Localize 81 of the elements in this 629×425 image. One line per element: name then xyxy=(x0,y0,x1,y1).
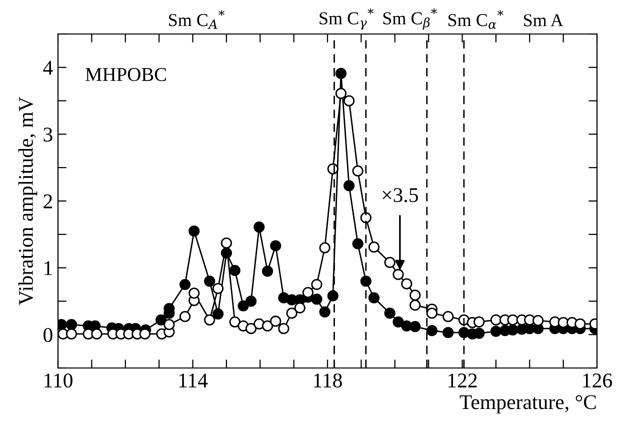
point xyxy=(319,242,330,254)
y-tick-label: 3 xyxy=(44,128,52,142)
x-tick-label: 122 xyxy=(448,374,477,388)
point xyxy=(179,278,191,290)
point xyxy=(344,95,355,106)
point xyxy=(204,314,216,326)
point xyxy=(238,300,249,312)
point xyxy=(91,328,102,340)
point xyxy=(368,292,380,304)
point xyxy=(410,300,421,311)
y-tick-label: 1 xyxy=(44,261,52,276)
point xyxy=(442,311,454,322)
point xyxy=(270,240,282,252)
point xyxy=(66,328,78,340)
x-tick-label: 114 xyxy=(179,374,208,388)
point xyxy=(352,238,364,250)
point xyxy=(442,327,454,338)
point xyxy=(262,320,274,332)
point xyxy=(426,325,438,336)
x-tick-label: 110 xyxy=(44,373,72,388)
point xyxy=(286,308,298,319)
point xyxy=(229,264,240,276)
point xyxy=(270,316,282,327)
point xyxy=(384,308,396,319)
point xyxy=(335,88,347,100)
point xyxy=(558,317,569,328)
point xyxy=(254,221,265,233)
point xyxy=(410,321,421,332)
text: Sm C$_{α}$$^{*}$ xyxy=(448,10,504,29)
point xyxy=(490,326,502,337)
point xyxy=(156,314,167,326)
point xyxy=(401,278,412,290)
point xyxy=(188,288,200,299)
point xyxy=(574,318,586,330)
point xyxy=(311,278,322,290)
point xyxy=(164,319,175,330)
point xyxy=(262,266,274,277)
point xyxy=(392,316,404,328)
y-tick-label: 4 xyxy=(43,60,53,75)
point xyxy=(507,314,518,326)
text: Sm C$_{A}$$^{*}$ xyxy=(169,10,224,29)
y-tick-label: 2 xyxy=(44,194,52,208)
point xyxy=(410,290,421,301)
point xyxy=(212,282,224,294)
point xyxy=(179,311,191,322)
point xyxy=(384,256,396,268)
annotation: ×3.5 xyxy=(382,188,418,202)
point xyxy=(220,238,232,249)
point xyxy=(66,319,78,330)
point xyxy=(352,165,364,176)
point xyxy=(490,314,502,326)
x-axis-title: Temperature, °C xyxy=(460,395,596,414)
point xyxy=(302,286,314,298)
point xyxy=(229,316,240,328)
point xyxy=(245,296,257,307)
point xyxy=(188,226,200,237)
point xyxy=(139,328,150,340)
point xyxy=(294,302,306,314)
text: Sm C$_{γ}$$^{*}$ xyxy=(320,8,374,30)
text: Sm C$_{β}$$^{*}$ xyxy=(383,8,438,30)
x-tick-label: 118 xyxy=(314,373,342,388)
point xyxy=(245,323,257,334)
y-axis-title: Vibration amplitude, mV xyxy=(18,96,38,306)
point xyxy=(474,316,485,328)
y-tick-label: 0 xyxy=(44,328,52,342)
x-tick-label: 126 xyxy=(583,374,612,388)
point xyxy=(368,242,380,253)
point xyxy=(360,212,372,224)
point xyxy=(278,323,290,334)
point xyxy=(344,180,355,192)
point xyxy=(392,268,404,280)
point xyxy=(426,308,438,319)
text: Sm A xyxy=(524,14,564,26)
point xyxy=(532,315,544,326)
point xyxy=(474,328,485,339)
point xyxy=(204,276,216,287)
annotation: MHPOBC xyxy=(86,68,166,82)
point xyxy=(335,68,347,79)
point xyxy=(311,294,322,305)
point xyxy=(212,308,224,320)
point xyxy=(319,306,330,318)
